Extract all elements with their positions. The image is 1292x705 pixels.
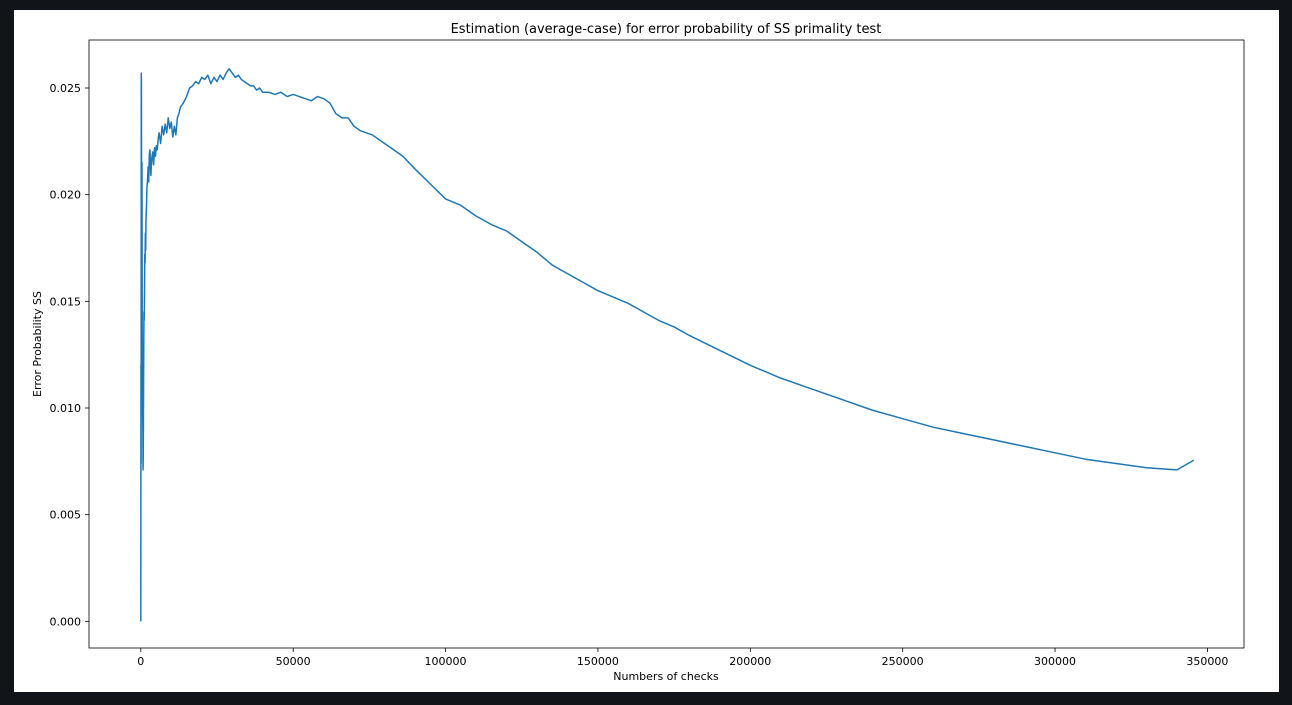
- y-tick-label: 0.015: [50, 295, 82, 308]
- plot-area: [89, 40, 1244, 648]
- x-axis-label: Numbers of checks: [613, 670, 719, 683]
- y-tick-label: 0.025: [50, 82, 82, 95]
- line-chart: 0 50000 100000 150000 200000 250000 300000 3500…: [31, 22, 1245, 683]
- plot-frame: [88, 39, 1245, 649]
- chart-title: Estimation (average-case) for error prob…: [451, 22, 882, 37]
- series-line: [140, 68, 1195, 622]
- x-tick-label: 250000: [882, 655, 924, 668]
- x-tick-label: 0: [137, 655, 144, 668]
- y-tick-label: 0.010: [50, 402, 82, 415]
- x-tick-label: 150000: [577, 655, 619, 668]
- y-tick-label: 0.020: [50, 189, 82, 202]
- x-tick-label: 350000: [1186, 655, 1228, 668]
- x-tick-label: 300000: [1034, 655, 1076, 668]
- x-tick-label: 50000: [276, 655, 311, 668]
- y-tick-label: 0.005: [50, 509, 82, 522]
- x-tick-label: 100000: [425, 655, 467, 668]
- y-tick-label: 0.000: [50, 615, 82, 628]
- x-tick-label: 200000: [729, 655, 771, 668]
- chart-figure: 0 50000 100000 150000 200000 250000 300000 3500…: [14, 10, 1279, 692]
- y-axis-label: Error Probability SS: [31, 291, 44, 397]
